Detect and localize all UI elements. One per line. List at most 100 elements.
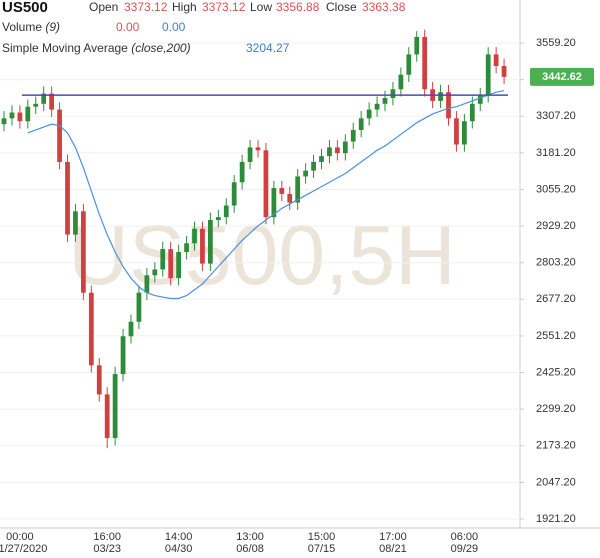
candle-body [350,129,356,142]
candle-body [200,228,205,264]
y-tick-label: 3307.20 [536,110,576,122]
sma-value: 3204.27 [246,41,290,55]
candle-body [9,112,15,119]
candle-body [49,93,55,110]
candle-body [485,54,491,96]
candle-body [366,109,372,119]
x-tick-label: 15:00 [308,531,336,543]
volume-label: Volume (9) [2,20,60,34]
volume-value: 0.00 [162,20,186,34]
sma-name: Simple Moving Average [2,41,128,55]
candle-body [223,205,229,218]
candle-body [358,118,364,130]
x-tick-label: 09/29 [451,543,479,555]
y-tick-label: 2047.20 [536,476,576,488]
candle-body [334,147,340,154]
candle-body [1,118,7,125]
candle-body [454,118,459,145]
candle-body [120,336,126,375]
legend-label: High [172,0,197,14]
candle-body [477,95,483,104]
y-tick-label: 2677.20 [536,293,576,305]
header: US500 Open 3373.12 High 3373.12 Low 3356… [2,0,406,55]
candle-body [382,97,388,104]
candle-body [406,54,412,75]
candle-body [17,112,23,122]
candle-body [168,249,174,279]
x-tick-label: 14:00 [165,531,193,543]
candle-body [80,211,86,293]
candle-body [112,374,118,438]
candle-body [398,74,404,90]
candle-body [176,251,182,279]
candle-body [446,92,451,119]
candle-body [263,150,269,218]
candle-body [295,176,301,203]
candle-body [57,109,62,162]
legend-label: Close [326,0,357,14]
candle-body [104,394,110,438]
y-tick-label: 3559.20 [536,37,576,49]
candle-body [327,147,332,157]
candle-body [207,220,213,264]
x-tick-label: 07/15 [308,543,336,555]
candle-body [239,161,245,183]
candle-body [136,292,142,322]
last-price-label: 3442.62 [542,71,582,83]
plot [0,29,520,520]
x-tick-label: 04/30 [165,543,193,555]
candle-body [184,243,189,252]
legend-value: 3373.12 [124,0,168,14]
candle-body [342,141,348,154]
candle-body [41,93,47,104]
candle-body [374,103,380,110]
x-tick-label: 01/27/2020 [0,543,47,555]
volume-param: (9) [45,20,60,34]
x-tick-label: 16:00 [93,531,121,543]
y-tick-label: 3055.20 [536,183,576,195]
candle-body [469,103,475,122]
y-tick-label: 2173.20 [536,440,576,452]
y-tick-label: 2425.20 [536,366,576,378]
candle-body [247,147,253,162]
candle-body [152,269,158,276]
candle-body [255,147,261,151]
candle-body [422,36,428,90]
candle-body [501,66,507,77]
candle-body [65,161,70,235]
candle-body [311,161,316,171]
candle-body [128,321,134,337]
candle-body [25,106,31,122]
candle-body [215,217,221,221]
volume-value: 0.00 [116,20,140,34]
candle-body [96,365,102,395]
sma-param: (close,200) [131,41,190,55]
x-tick-label: 08/21 [379,543,407,555]
y-tick-label: 2803.20 [536,257,576,269]
y-tick-label: 2551.20 [536,330,576,342]
legend-value: 3356.88 [276,0,320,14]
x-tick-label: 13:00 [236,531,264,543]
candle-body [271,188,277,218]
x-tick-label: 00:00 [6,531,34,543]
legend-label: Open [89,0,118,14]
candle-body [279,188,285,194]
y-tick-label: 1921.20 [536,513,576,525]
x-tick-label: 03/23 [93,543,121,555]
candle-body [319,156,324,162]
x-tick-label: 17:00 [379,531,407,543]
sma-line [27,90,505,300]
legend-value: 3363.38 [362,0,406,14]
symbol: US500 [2,0,48,16]
candle-body [73,211,78,235]
x-tick-label: 06:00 [451,531,479,543]
y-tick-label: 3181.20 [536,147,576,159]
candle-body [192,228,197,244]
last-price-box [530,67,594,86]
legend-label: Low [250,0,272,14]
candle-body [287,193,293,203]
candle-body [303,170,309,177]
y-tick-label: 2929.20 [536,220,576,232]
